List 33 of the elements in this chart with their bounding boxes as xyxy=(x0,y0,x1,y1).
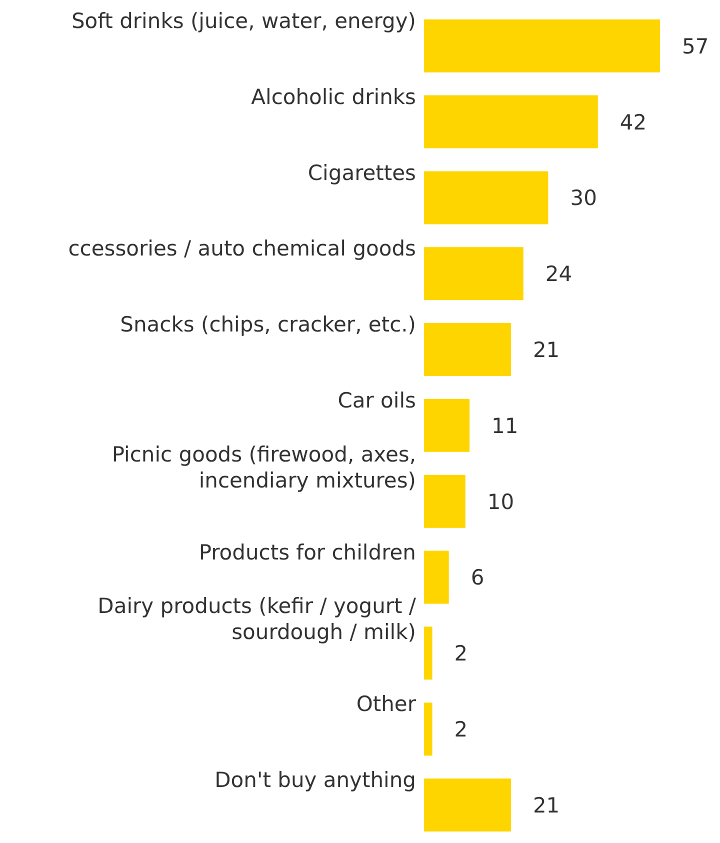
bar xyxy=(424,626,432,680)
y-tick-label: Alcoholic drinks xyxy=(251,84,416,109)
data-label: 30 xyxy=(570,186,597,210)
y-tick-label: Cigarettes xyxy=(308,160,416,185)
bar xyxy=(424,702,432,756)
y-tick-label: Picnic goods (firewood, axes, incendiary mixtures) xyxy=(112,442,416,492)
y-tick-label: Dairy products (kefir / yogurt / sourdough / milk) xyxy=(98,594,417,644)
data-label: 21 xyxy=(532,338,560,362)
bar xyxy=(424,247,524,300)
data-label: 11 xyxy=(492,414,518,438)
data-label: 57 xyxy=(682,34,709,58)
bar xyxy=(424,398,470,452)
y-tick-label: Products for children xyxy=(198,540,416,564)
data-label: 10 xyxy=(487,490,514,514)
y-tick-label: Snacks (chips, cracker, etc.) xyxy=(120,312,416,337)
bar xyxy=(424,778,511,832)
data-label: 24 xyxy=(545,262,572,286)
y-tick-label: Car oils xyxy=(338,388,416,412)
y-tick-label: Soft drinks (juice, water, energy) xyxy=(71,8,416,33)
data-label: 21 xyxy=(532,793,560,818)
bar xyxy=(424,171,548,224)
data-label: 2 xyxy=(454,642,468,666)
bar xyxy=(424,550,449,604)
y-tick-label: ccessories / auto chemical goods xyxy=(68,236,416,261)
bar xyxy=(424,95,598,148)
bar xyxy=(424,19,660,72)
y-tick-label: Don't buy anything xyxy=(214,768,416,792)
bar xyxy=(424,474,466,528)
data-label: 6 xyxy=(470,566,484,590)
data-label: 42 xyxy=(620,110,647,134)
bar xyxy=(424,323,511,376)
data-label: 2 xyxy=(454,718,468,742)
y-tick-label: Other xyxy=(356,692,416,716)
